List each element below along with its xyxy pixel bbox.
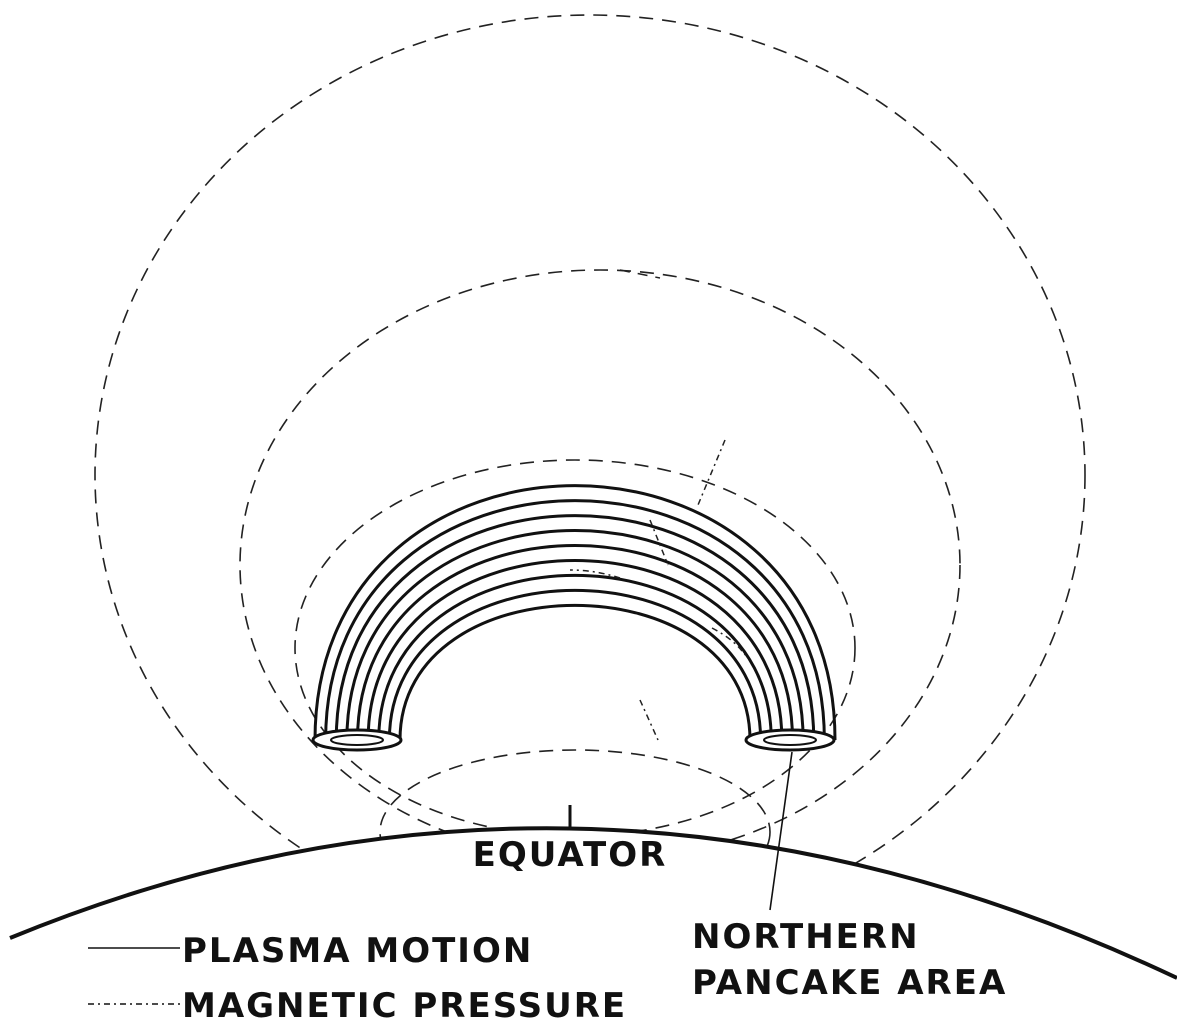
pressure-arrow	[697, 439, 726, 506]
low-shell	[379, 749, 771, 915]
leader-line	[769, 751, 793, 911]
pressure-arrow	[711, 627, 746, 656]
field-line	[366, 558, 784, 741]
area-label: PANCAKE AREA	[692, 963, 1007, 1003]
planet-surface	[9, 826, 1177, 980]
left-foot-inner	[330, 734, 384, 746]
middle-shell	[239, 269, 961, 861]
left-foot	[311, 728, 403, 752]
outer-shell	[94, 14, 1086, 936]
field-line	[356, 544, 794, 741]
field-line	[377, 574, 773, 741]
equator-label: EQUATOR	[473, 835, 668, 875]
dashed-shells	[94, 14, 1086, 936]
pressure-arrow	[639, 699, 659, 741]
field-line	[345, 529, 805, 741]
right-foot-inner	[763, 734, 817, 746]
field-line	[398, 604, 752, 741]
legend-label: MAGNETIC PRESSURE	[182, 986, 627, 1023]
right-foot	[744, 728, 836, 752]
field-line	[313, 484, 837, 741]
field-lines	[313, 484, 837, 741]
field-line	[334, 514, 816, 741]
legend-label: PLASMA MOTION	[182, 931, 533, 971]
pressure-arrows	[569, 269, 746, 741]
field-line	[324, 499, 826, 741]
plasma-arrow	[619, 269, 661, 279]
pressure-arrow	[569, 569, 621, 579]
field-line	[387, 588, 763, 741]
area-label: NORTHERN	[692, 917, 920, 957]
